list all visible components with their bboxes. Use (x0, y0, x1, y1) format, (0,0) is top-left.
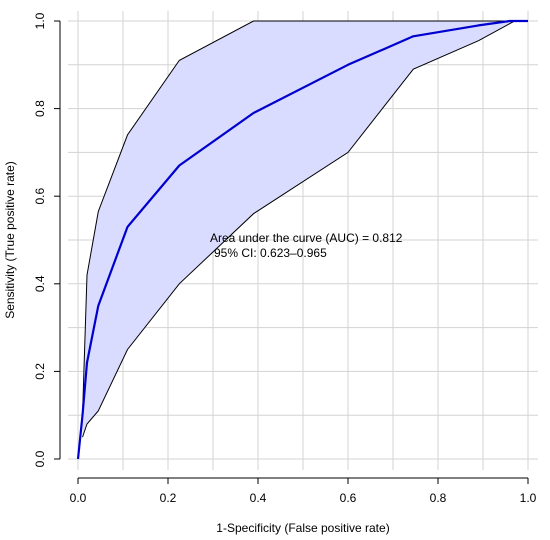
y-tick-label: 0.4 (33, 275, 47, 292)
ci-upper-line (82, 20, 528, 416)
y-tick-label: 0.8 (33, 100, 47, 117)
x-tick-label: 0.2 (160, 491, 177, 505)
ci-lower-line (82, 20, 528, 438)
x-tick-label: 0.0 (70, 491, 87, 505)
ci-band (82, 21, 528, 438)
x-tick-label: 1.0 (520, 491, 537, 505)
roc-curve (76, 19, 528, 460)
y-tick-label: 1.0 (33, 12, 47, 29)
auc-annotation: Area under the curve (AUC) = 0.812 (210, 231, 403, 245)
x-tick-label: 0.8 (430, 491, 447, 505)
x-tick-label: 0.6 (340, 491, 357, 505)
x-tick-label: 0.4 (250, 491, 267, 505)
y-axis-title: Sensitivity (True positive rate) (3, 161, 17, 319)
ci-annotation: 95% CI: 0.623–0.965 (214, 246, 327, 260)
x-axis-title: 1-Specificity (False positive rate) (216, 521, 389, 535)
axes: 0.0 0.2 0.4 0.6 0.8 1.0 0.0 0.2 0.4 0.6 0.8 1.0 (33, 12, 537, 505)
y-tick-label: 0.2 (33, 363, 47, 380)
y-tick-label: 0.6 (33, 188, 47, 205)
y-tick-label: 0.0 (33, 450, 47, 467)
